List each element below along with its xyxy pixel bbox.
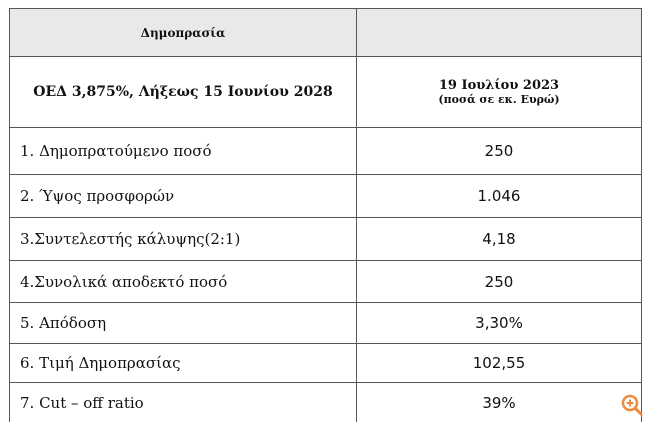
- row-label: 6. Τιμή Δημοπρασίας: [9, 343, 357, 383]
- row-value: 39%: [356, 382, 642, 422]
- row-value: 1.046: [356, 174, 642, 218]
- table-row: 6. Τιμή Δημοπρασίας 102,55: [9, 343, 642, 383]
- row-value: 4,18: [356, 217, 642, 261]
- row-value: 3,30%: [356, 302, 642, 344]
- auction-date: 19 Ιουλίου 2023: [438, 78, 560, 93]
- table-row: 1. Δημοπρατούμενο ποσό 250: [9, 127, 642, 175]
- table-row: 2. Ύψος προσφορών 1.046: [9, 174, 642, 218]
- table-row: 3.Συντελεστής κάλυψης(2:1) 4,18: [9, 217, 642, 261]
- row-value: 250: [356, 260, 642, 303]
- amount-note: (ποσά σε εκ. Ευρώ): [438, 93, 560, 106]
- row-label: 4.Συνολικά αποδεκτό ποσό: [9, 260, 357, 303]
- row-label: 1. Δημοπρατούμενο ποσό: [9, 127, 357, 175]
- row-label: 5. Απόδοση: [9, 302, 357, 344]
- row-label: 3.Συντελεστής κάλυψης(2:1): [9, 217, 357, 261]
- table-row: 4.Συνολικά αποδεκτό ποσό 250: [9, 260, 642, 303]
- row-value: 102,55: [356, 343, 642, 383]
- subheader-row: ΟΕΔ 3,875%, Λήξεως 15 Ιουνίου 2028 19 Ιο…: [9, 56, 642, 128]
- row-value: 250: [356, 127, 642, 175]
- header-title: Δημοπρασία: [9, 8, 357, 57]
- header-empty: [356, 8, 642, 57]
- zoom-icon[interactable]: [620, 393, 644, 417]
- row-label: 7. Cut – off ratio: [9, 382, 357, 422]
- bond-name: ΟΕΔ 3,875%, Λήξεως 15 Ιουνίου 2028: [9, 56, 357, 128]
- date-cell: 19 Ιουλίου 2023 (ποσά σε εκ. Ευρώ): [356, 56, 642, 128]
- table-row: 5. Απόδοση 3,30%: [9, 302, 642, 344]
- header-row: Δημοπρασία: [9, 8, 642, 57]
- table-row: 7. Cut – off ratio 39%: [9, 382, 642, 422]
- auction-table: Δημοπρασία ΟΕΔ 3,875%, Λήξεως 15 Ιουνίου…: [9, 8, 642, 422]
- row-label: 2. Ύψος προσφορών: [9, 174, 357, 218]
